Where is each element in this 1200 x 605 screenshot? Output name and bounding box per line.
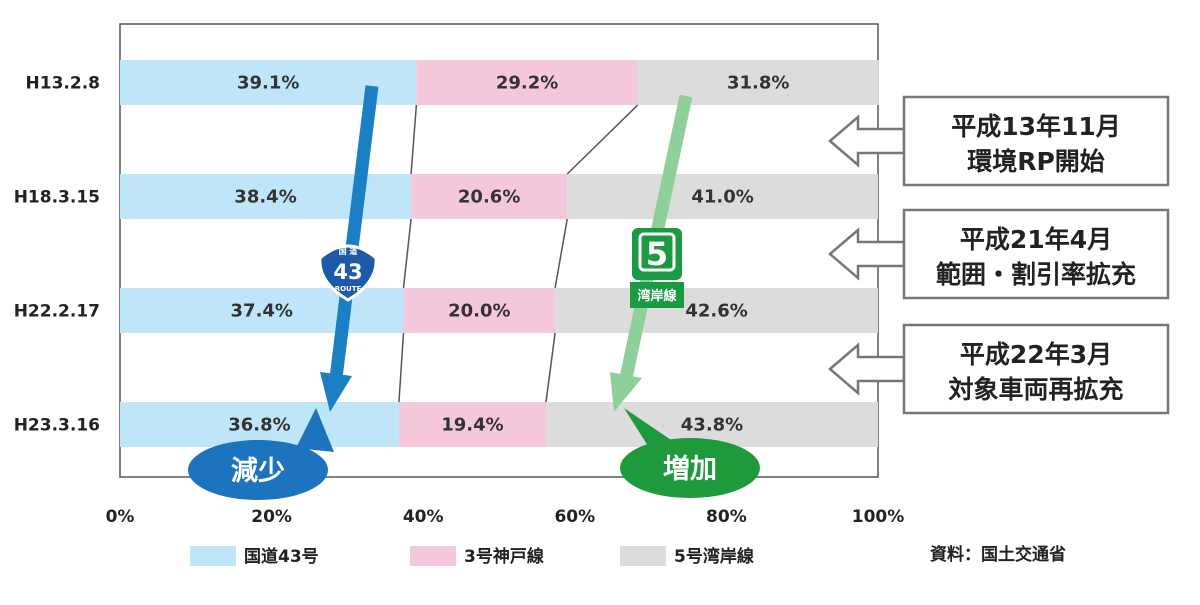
annotation-2-line-2: 範囲・割引率拡充	[936, 260, 1136, 289]
bar-1-4	[120, 402, 399, 447]
increase-callout: 増加	[620, 408, 760, 498]
bar-label-3-4: 43.8%	[681, 415, 743, 436]
bar-label-1-3: 37.4%	[231, 301, 293, 322]
bar-label-1-4: 36.8%	[228, 415, 290, 436]
bar-2-4	[398, 402, 546, 447]
x-tick-1: 0%	[106, 507, 135, 527]
decrease-callout-text: 減少	[231, 456, 285, 487]
bar-label-3-1: 31.8%	[727, 73, 789, 94]
bar-label-1-2: 38.4%	[234, 187, 296, 208]
x-tick-4: 60%	[554, 507, 595, 527]
annotation-2: 平成21年4月 範囲・割引率拡充	[828, 208, 1170, 300]
source-note: 資料：国土交通省	[930, 544, 1066, 565]
category-label-2: H18.3.15	[14, 188, 100, 208]
bar-labels-layer: 39.1% 29.2% 31.8% 38.4% 20.6% 41.0% 37.4% 20.0%…	[228, 73, 789, 436]
route-43-number: 43	[333, 260, 362, 284]
bar-label-3-2: 41.0%	[691, 187, 753, 208]
bar-label-2-3: 20.0%	[448, 301, 510, 322]
annotation-1-line-2: 環境RP開始	[967, 147, 1105, 176]
x-tick-3: 40%	[403, 507, 444, 527]
increase-callout-text: 増加	[663, 453, 717, 485]
bar-3-1	[637, 60, 879, 105]
route-43-top-text: 国 道	[339, 246, 358, 256]
bar-2-3	[403, 288, 556, 333]
legend-swatch-2	[410, 546, 456, 566]
legend: 国道43号 3号神戸線 5号湾岸線	[190, 546, 754, 567]
bar-3-3	[555, 288, 878, 333]
annotation-3: 平成22年3月 対象車両再拡充	[828, 323, 1170, 415]
bar-3-4	[545, 402, 878, 447]
connector-lines	[398, 104, 639, 403]
x-tick-2: 20%	[251, 507, 292, 527]
x-tick-5: 80%	[706, 507, 747, 527]
route-5-name: 湾岸線	[637, 288, 677, 304]
annotation-1-line-1: 平成13年11月	[951, 112, 1121, 141]
category-label-3: H22.2.17	[14, 302, 100, 322]
bar-label-2-4: 19.4%	[441, 415, 503, 436]
route-5-number: 5	[646, 235, 668, 273]
decrease-callout: 減少	[188, 408, 334, 500]
annotation-2-line-1: 平成21年4月	[960, 225, 1112, 254]
bar-label-1-1: 39.1%	[237, 73, 299, 94]
bar-3-2	[567, 174, 878, 219]
connector-1-3	[398, 332, 405, 403]
category-label-1: H13.2.8	[26, 74, 100, 94]
x-axis-ticks: 0% 20% 40% 60% 80% 100%	[106, 507, 905, 527]
legend-swatch-3	[620, 546, 666, 566]
connector-2-1	[566, 104, 639, 175]
annotation-3-line-1: 平成22年3月	[960, 340, 1112, 369]
decrease-arrow	[320, 85, 379, 412]
annotation-1: 平成13年11月 環境RP開始	[828, 95, 1170, 187]
bar-label-3-3: 42.6%	[685, 301, 747, 322]
connector-2-3	[545, 332, 556, 403]
route-43-bottom-text: ROUTE	[335, 285, 362, 293]
bar-2-1	[416, 60, 638, 105]
legend-label-1: 国道43号	[244, 546, 319, 567]
route-43-shield-icon: 国 道 43 ROUTE	[318, 244, 378, 302]
category-label-4: H23.3.16	[14, 416, 100, 436]
bar-label-2-1: 29.2%	[496, 73, 558, 94]
annotation-3-line-2: 対象車両再拡充	[948, 375, 1123, 404]
category-labels: H13.2.8 H18.3.15 H22.2.17 H23.3.16	[14, 74, 100, 436]
legend-label-2: 3号神戸線	[464, 546, 544, 567]
connector-1-1	[410, 104, 418, 175]
connector-2-2	[554, 218, 568, 289]
connector-1-2	[402, 218, 412, 289]
bar-label-2-2: 20.6%	[458, 187, 520, 208]
legend-swatch-1	[190, 546, 236, 566]
route-5-sign-icon: 5 湾岸線	[630, 228, 684, 308]
legend-label-3: 5号湾岸線	[674, 546, 754, 567]
bar-2-2	[411, 174, 568, 219]
x-tick-6: 100%	[852, 507, 905, 527]
